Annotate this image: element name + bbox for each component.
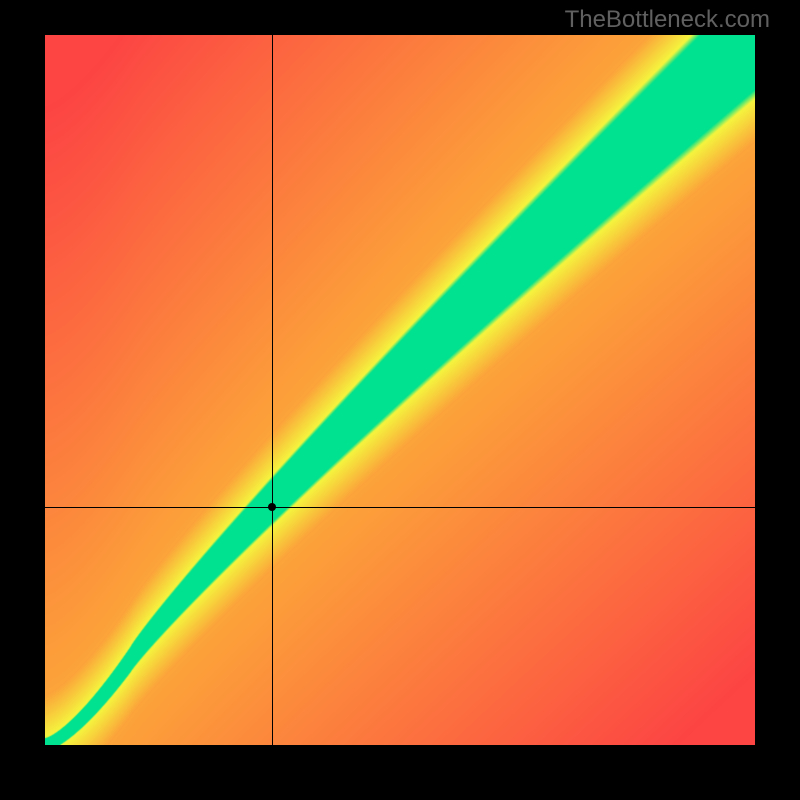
heatmap-plot (45, 35, 755, 745)
watermark-text: TheBottleneck.com (565, 6, 770, 34)
crosshair-vertical (272, 35, 273, 745)
crosshair-point (268, 503, 276, 511)
crosshair-horizontal (45, 507, 755, 508)
heatmap-canvas (45, 35, 755, 745)
